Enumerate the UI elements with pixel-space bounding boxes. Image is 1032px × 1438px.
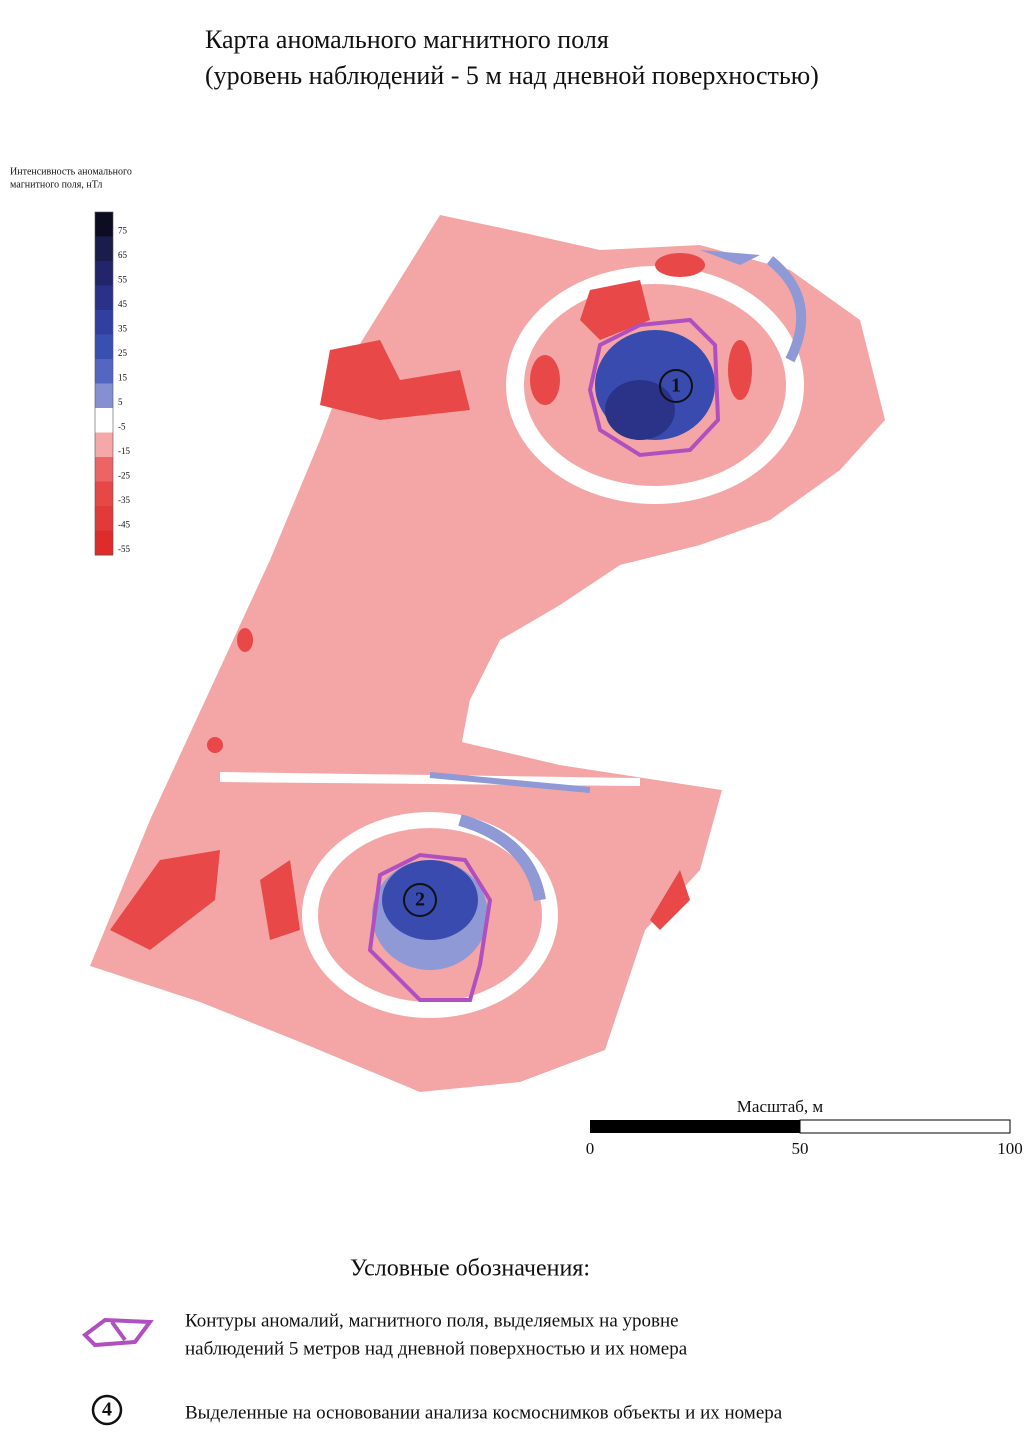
anomaly-marker xyxy=(403,883,437,917)
legend-text: Выделенные на основовании анализа космос… xyxy=(185,1402,783,1423)
scale-ticks: 0 50 100 xyxy=(586,1139,1023,1158)
colorbar-band xyxy=(95,481,113,507)
title-line: (уровень наблюдений - 5 м над дневной по… xyxy=(205,61,819,90)
colorbar-tick-label: -5 xyxy=(118,422,126,432)
legend-object-symbol xyxy=(91,1394,123,1426)
colorbar-band xyxy=(95,383,113,409)
scale-tick-label: 50 xyxy=(792,1139,809,1158)
colorbar: 75 65 55 45 35 25 15 5 -5 -15 -25 -35 -45 -55 xyxy=(94,211,130,556)
colorbar-tick-label: -25 xyxy=(118,471,130,481)
scale-segment xyxy=(799,1119,1011,1134)
colorbar-tick-label: 45 xyxy=(118,299,128,309)
legend-contour-symbol xyxy=(81,1317,154,1348)
colorbar-tick-label: 55 xyxy=(118,275,128,285)
scale-segment xyxy=(590,1120,800,1133)
colorbar-title: Интенсивность аномального xyxy=(10,166,132,177)
colorbar-tick-label: 15 xyxy=(118,373,128,383)
colorbar-band xyxy=(95,285,113,311)
colorbar-band xyxy=(95,457,113,482)
colorbar-tick-label: 75 xyxy=(118,226,128,236)
scale-label: Масштаб, м xyxy=(737,1097,824,1116)
colorbar-frame xyxy=(94,211,114,556)
map: 1 2 xyxy=(90,215,885,1092)
colorbar-band xyxy=(95,212,113,237)
anomaly-contours xyxy=(367,317,721,1002)
scale-tick-label: 0 xyxy=(586,1139,595,1158)
colorbar-tick-label: 65 xyxy=(118,250,128,260)
colorbar-band xyxy=(95,359,113,384)
survey-area xyxy=(90,215,885,1092)
anomaly-number: 2 xyxy=(415,889,425,911)
colorbar-tick-label: 25 xyxy=(118,348,128,358)
colorbar-band xyxy=(95,530,113,556)
colorbar-tick-label: 35 xyxy=(118,324,128,334)
colorbar-band xyxy=(95,334,113,360)
colorbar-band xyxy=(95,506,113,531)
colorbar-tick-label: -55 xyxy=(118,544,130,554)
anomaly-marker xyxy=(659,369,693,403)
colorbar-band xyxy=(95,261,113,286)
gap-ring xyxy=(506,266,804,504)
gap-ring xyxy=(302,812,558,1018)
colorbar-tick-label: 5 xyxy=(118,397,123,407)
legend-symbol-number: 4 xyxy=(102,1399,112,1421)
legend-text: Контуры аномалий, магнитного поля, выдел… xyxy=(185,1310,679,1331)
colorbar-band xyxy=(95,236,113,262)
colorbar-tick-label: -45 xyxy=(118,520,130,530)
legend-text: наблюдений 5 метров над дневной поверхно… xyxy=(185,1338,688,1359)
anomaly-number: 1 xyxy=(671,375,681,397)
colorbar-title: магнитного поля, нТл xyxy=(10,179,102,190)
legend-title: Условные обозначения: xyxy=(350,1256,590,1282)
colorbar-band xyxy=(95,432,113,458)
negative-anomalies xyxy=(110,253,752,950)
colorbar-tick-label: -15 xyxy=(118,446,130,456)
colorbar-band xyxy=(95,310,113,335)
title-line: Карта аномального магнитного поля xyxy=(205,25,609,54)
colorbar-tick-label: -35 xyxy=(118,495,130,505)
scale-tick-label: 100 xyxy=(997,1139,1023,1158)
gap xyxy=(462,600,780,790)
positive-anomalies xyxy=(372,250,807,970)
colorbar-band xyxy=(95,408,113,433)
